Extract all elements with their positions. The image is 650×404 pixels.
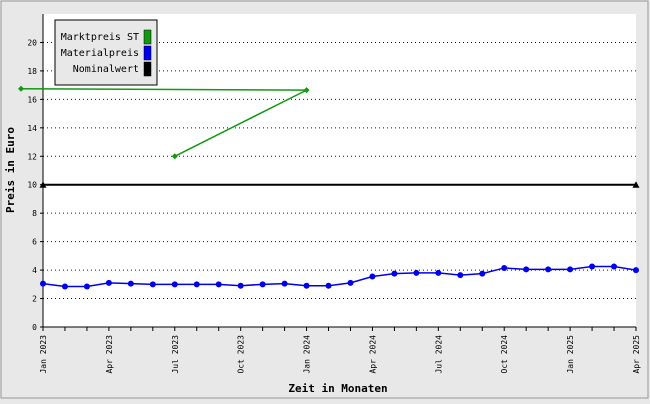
- legend-label: Nominalwert: [73, 64, 139, 75]
- marker: [61, 283, 68, 290]
- legend-swatch: [143, 45, 152, 61]
- x-tick-label: Jan 2025: [566, 335, 575, 374]
- marker: [259, 281, 266, 288]
- y-axis-label: Preis in Euro: [4, 127, 17, 213]
- marker: [281, 280, 288, 287]
- marker: [193, 281, 200, 288]
- x-tick-label: Jul 2023: [171, 335, 180, 374]
- marker: [303, 282, 310, 289]
- series-line: [42, 265, 637, 288]
- marker: [171, 153, 178, 160]
- legend-box: [54, 19, 158, 86]
- x-tick-label: Oct 2023: [237, 335, 246, 374]
- marker: [413, 269, 420, 276]
- marker: [105, 279, 112, 286]
- marker: [215, 281, 222, 288]
- x-tick-label: Apr 2023: [105, 335, 114, 374]
- legend-label: Materialpreis: [61, 48, 139, 59]
- y-tick-label: 10: [27, 181, 37, 190]
- marker: [303, 87, 310, 94]
- y-tick-label: 20: [27, 38, 37, 47]
- marker: [18, 85, 25, 92]
- marker: [479, 270, 486, 277]
- y-tick-label: 0: [32, 323, 37, 332]
- marker: [40, 280, 46, 287]
- marker: [632, 181, 640, 188]
- legend-label: Marktpreis ST: [61, 32, 139, 43]
- x-tick-label: Apr 2025: [632, 335, 641, 374]
- marker: [325, 282, 332, 289]
- y-tick-label: 18: [27, 67, 37, 76]
- x-tick-label: Apr 2024: [368, 335, 377, 374]
- legend-swatch: [143, 61, 152, 77]
- x-tick-label: Jul 2024: [434, 335, 443, 374]
- x-tick-label: Oct 2024: [500, 335, 509, 374]
- marker: [567, 266, 574, 273]
- marker: [149, 281, 156, 288]
- marker: [391, 270, 398, 277]
- marker: [457, 272, 464, 279]
- marker: [237, 282, 244, 289]
- marker: [127, 280, 134, 287]
- x-tick-label: Jan 2024: [303, 335, 312, 374]
- marker: [589, 263, 596, 270]
- y-tick-label: 6: [32, 238, 37, 247]
- y-tick-label: 2: [32, 295, 37, 304]
- marker: [435, 269, 442, 276]
- y-tick-label: 4: [32, 266, 37, 275]
- y-tick-label: 16: [27, 95, 37, 104]
- marker: [501, 264, 508, 271]
- y-tick-label: 8: [32, 209, 37, 218]
- y-tick-label: 12: [27, 152, 37, 161]
- marker: [347, 279, 354, 286]
- marker: [633, 267, 639, 274]
- marker: [39, 181, 47, 188]
- marker: [171, 281, 178, 288]
- x-tick-label: Jan 2023: [39, 335, 48, 374]
- marker: [83, 283, 90, 290]
- y-tick-label: 14: [27, 124, 37, 133]
- marker: [611, 263, 618, 270]
- legend-swatch: [143, 29, 152, 45]
- marker: [523, 266, 530, 273]
- marker: [369, 273, 376, 280]
- x-axis-label: Zeit in Monaten: [288, 382, 387, 395]
- marker: [545, 266, 552, 273]
